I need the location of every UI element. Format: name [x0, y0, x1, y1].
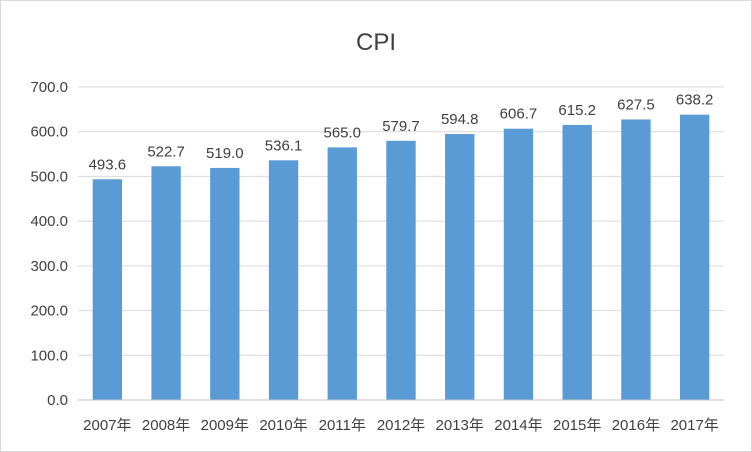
y-axis-ticks: 0.0 100.0 200.0 300.0 400.0 500.0 600.0 700.0 — [30, 79, 68, 409]
bar — [327, 147, 357, 400]
bar — [562, 124, 592, 400]
x-tick-label: 2013年 — [436, 417, 484, 434]
bar — [151, 166, 181, 400]
x-tick-label: 2008年 — [142, 417, 190, 434]
x-tick-label: 2011年 — [319, 417, 366, 434]
bar — [621, 119, 651, 401]
bar — [386, 140, 416, 400]
y-tick-label: 700.0 — [30, 79, 68, 96]
x-tick-label: 2010年 — [259, 417, 307, 434]
data-label: 594.8 — [441, 111, 479, 128]
data-label: 565.0 — [323, 124, 361, 141]
bar — [445, 134, 475, 400]
chart-title: CPI — [356, 29, 396, 56]
x-tick-label: 2017年 — [670, 417, 718, 434]
data-label: 519.0 — [206, 145, 244, 162]
bar — [210, 167, 240, 400]
data-label: 615.2 — [558, 102, 596, 119]
data-label: 606.7 — [500, 106, 538, 123]
bar — [679, 114, 710, 401]
y-tick-label: 0.0 — [47, 392, 68, 409]
bar — [268, 160, 299, 400]
y-tick-label: 600.0 — [30, 124, 68, 141]
x-tick-label: 2012年 — [377, 417, 425, 434]
x-tick-label: 2009年 — [201, 417, 249, 434]
y-tick-label: 500.0 — [30, 168, 68, 185]
y-tick-label: 200.0 — [30, 303, 68, 320]
y-tick-label: 300.0 — [30, 258, 68, 275]
bars — [92, 114, 710, 401]
data-label: 536.1 — [265, 137, 303, 154]
y-tick-label: 100.0 — [30, 347, 68, 364]
data-label: 579.7 — [382, 118, 420, 135]
y-tick-label: 400.0 — [30, 213, 68, 230]
x-axis-ticks: 2007年 2008年 2009年 2010年 2011年 2012年 2013年 2014年… — [83, 417, 719, 434]
x-tick-label: 2007年 — [83, 417, 131, 434]
x-tick-label: 2015年 — [553, 417, 601, 434]
data-labels: 493.6 522.7 519.0 536.1 565.0 579.7 594.8 606.7… — [89, 92, 714, 174]
x-tick-label: 2016年 — [612, 417, 660, 434]
bar — [92, 179, 123, 400]
data-label: 627.5 — [617, 96, 655, 113]
data-label: 522.7 — [147, 143, 185, 160]
data-label: 493.6 — [89, 156, 127, 173]
bar — [503, 128, 534, 400]
x-tick-label: 2014年 — [494, 417, 542, 434]
data-label: 638.2 — [676, 92, 714, 109]
